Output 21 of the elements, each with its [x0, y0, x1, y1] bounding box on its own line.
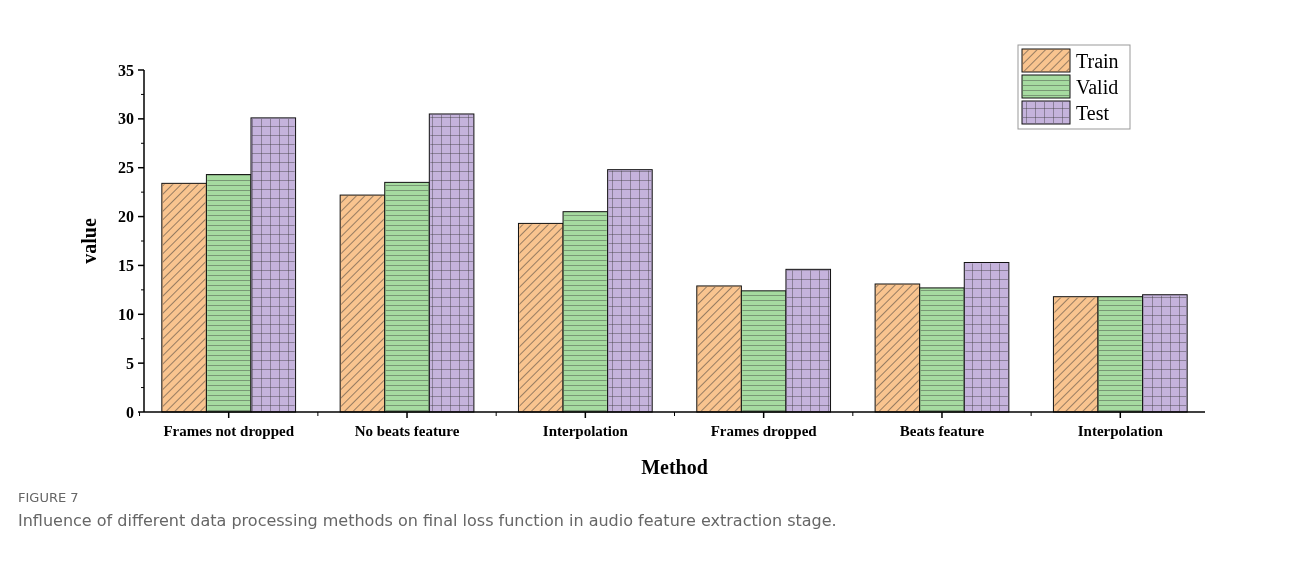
x-axis-title: Method	[641, 456, 708, 478]
y-tick-label: 30	[118, 110, 134, 128]
legend-label: Valid	[1076, 76, 1119, 98]
x-tick-label: No beats feature	[354, 423, 460, 439]
y-tick-label: 0	[126, 403, 134, 421]
y-axis-title: value	[78, 218, 100, 264]
x-tick-label: Frames dropped	[710, 423, 818, 439]
y-tick-label: 25	[118, 159, 134, 177]
x-tick-label: Beats feature	[899, 423, 985, 439]
legend-label: Train	[1076, 50, 1119, 72]
caption: FIGURE 7	[18, 490, 79, 505]
y-tick-label: 10	[118, 305, 134, 323]
y-tick-label: 5	[126, 354, 134, 372]
y-tick-label: 35	[118, 61, 134, 79]
x-tick-label: Interpolation	[1077, 423, 1164, 439]
x-tick-label: Interpolation	[542, 423, 629, 439]
y-tick-label: 15	[118, 257, 134, 275]
x-tick-label: Frames not dropped	[163, 423, 295, 439]
text: Influence of different data processing methods on final loss function in audio feature extraction stage.	[18, 511, 837, 530]
y-tick-label: 20	[118, 208, 134, 226]
legend-label: Test	[1076, 102, 1110, 124]
